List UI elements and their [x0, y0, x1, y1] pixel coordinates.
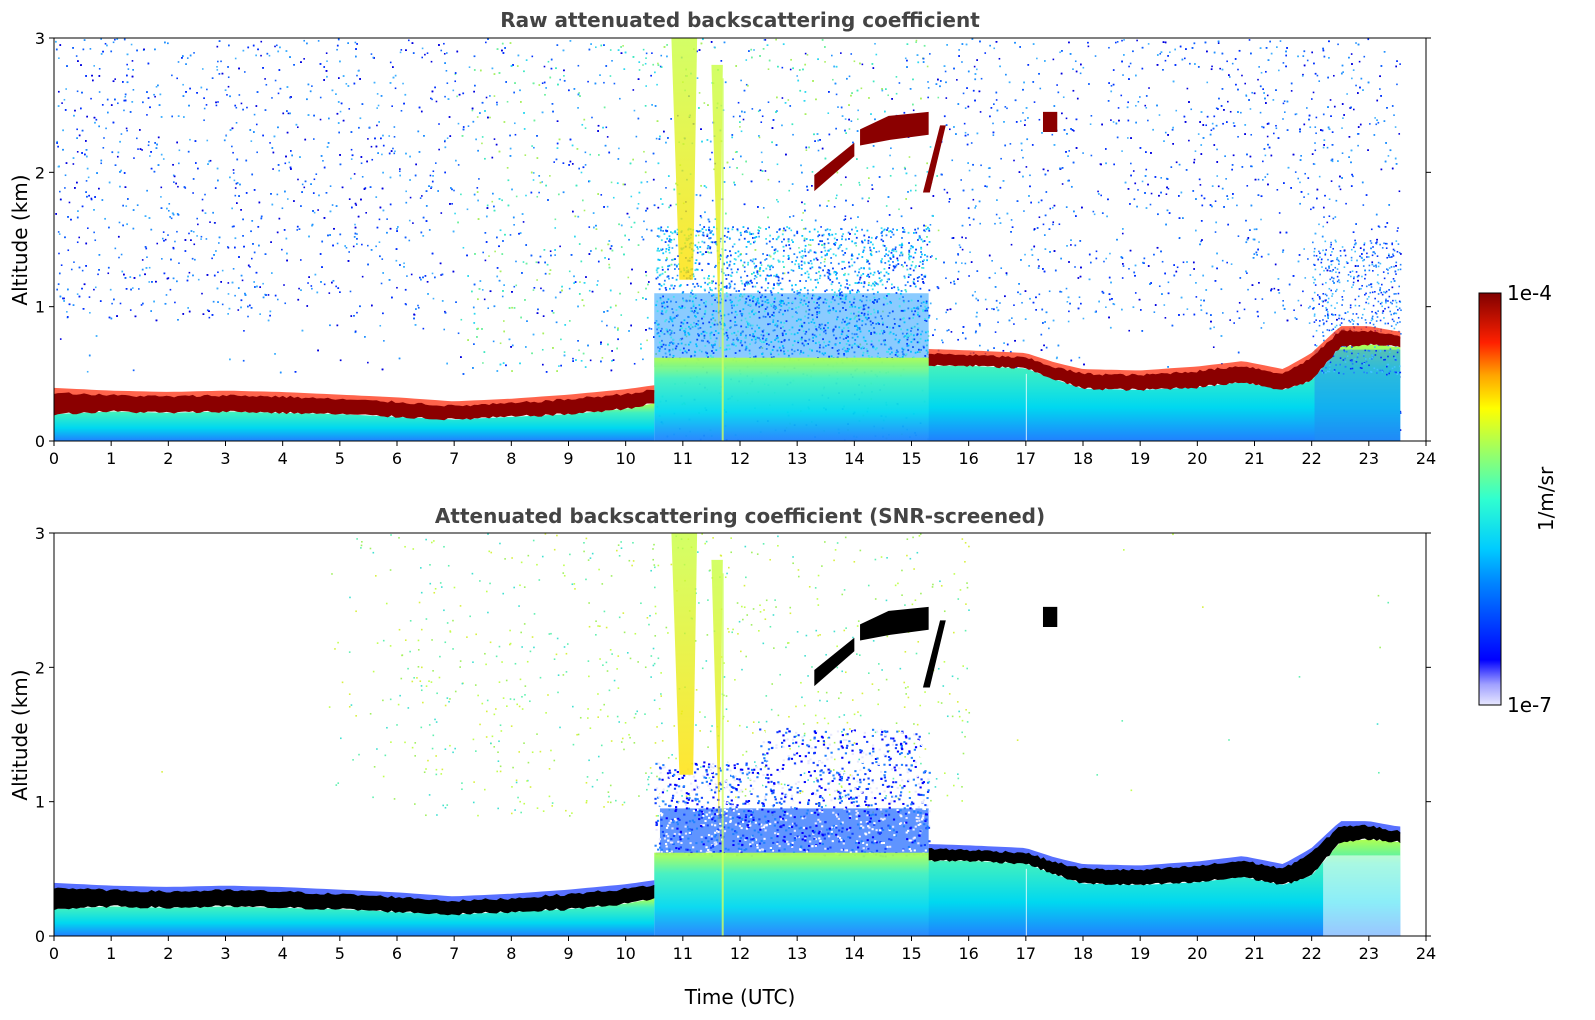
x-tick-label: 6 [392, 944, 402, 963]
x-tick-label: 1 [106, 944, 116, 963]
x-tick-label: 2 [163, 449, 173, 468]
x-tick-label: 11 [673, 449, 693, 468]
x-tick-label: 0 [49, 944, 59, 963]
x-tick-label: 1 [106, 449, 116, 468]
y-tick-label: 1 [35, 298, 45, 317]
x-tick-label: 12 [730, 944, 750, 963]
x-tick-label: 23 [1359, 449, 1379, 468]
x-tick-label: 6 [392, 449, 402, 468]
x-tick-label: 18 [1073, 944, 1093, 963]
y-tick-label: 3 [35, 29, 45, 48]
colorbar-gradient [1479, 293, 1501, 705]
x-tick-label: 22 [1301, 449, 1321, 468]
colorbar: 1e-4 1e-7 1/m/sr [1479, 281, 1558, 717]
x-tick-label: 13 [787, 944, 807, 963]
x-tick-label: 17 [1016, 944, 1036, 963]
y-tick-label: 2 [35, 163, 45, 182]
x-tick-label: 4 [278, 944, 288, 963]
panel1-plot-area [54, 38, 1426, 442]
y-tick-label: 3 [35, 524, 45, 543]
panel1-y-axis-label: Altitude (km) [8, 174, 32, 305]
x-tick-label: 20 [1187, 449, 1207, 468]
figure: Raw attenuated backscattering coefficien… [0, 0, 1595, 1020]
x-tick-label: 8 [506, 944, 516, 963]
y-tick-label: 0 [35, 432, 45, 451]
y-tick-label: 1 [35, 793, 45, 812]
x-tick-label: 19 [1130, 449, 1150, 468]
x-tick-label: 24 [1416, 449, 1436, 468]
x-tick-label: 15 [901, 944, 921, 963]
x-tick-label: 18 [1073, 449, 1093, 468]
x-tick-label: 19 [1130, 944, 1150, 963]
y-tick-label: 0 [35, 927, 45, 946]
x-tick-label: 2 [163, 944, 173, 963]
colorbar-max-label: 1e-4 [1507, 281, 1552, 305]
x-tick-label: 24 [1416, 944, 1436, 963]
x-tick-label: 4 [278, 449, 288, 468]
x-tick-label: 23 [1359, 944, 1379, 963]
x-tick-label: 11 [673, 944, 693, 963]
x-tick-label: 21 [1244, 449, 1264, 468]
y-tick-label: 2 [35, 658, 45, 677]
x-tick-label: 14 [844, 944, 864, 963]
x-tick-label: 10 [615, 449, 635, 468]
screened-backscatter-panel: Attenuated backscattering coefficient (S… [8, 504, 1436, 1009]
x-tick-label: 5 [335, 449, 345, 468]
x-tick-label: 7 [449, 944, 459, 963]
x-tick-label: 3 [220, 449, 230, 468]
x-tick-label: 0 [49, 449, 59, 468]
colorbar-min-label: 1e-7 [1507, 693, 1552, 717]
x-tick-label: 14 [844, 449, 864, 468]
colorbar-unit-label: 1/m/sr [1534, 466, 1558, 531]
panel2-plot-area [54, 533, 1426, 936]
x-tick-label: 21 [1244, 944, 1264, 963]
x-tick-label: 20 [1187, 944, 1207, 963]
x-tick-label: 22 [1301, 944, 1321, 963]
x-tick-label: 16 [958, 944, 978, 963]
panel2-y-axis-label: Altitude (km) [8, 669, 32, 800]
panel2-title: Attenuated backscattering coefficient (S… [435, 504, 1045, 528]
x-tick-label: 7 [449, 449, 459, 468]
raw-backscatter-panel: Raw attenuated backscattering coefficien… [8, 8, 1436, 468]
x-tick-label: 10 [615, 944, 635, 963]
x-tick-label: 12 [730, 449, 750, 468]
x-tick-label: 13 [787, 449, 807, 468]
x-tick-label: 17 [1016, 449, 1036, 468]
x-tick-label: 9 [563, 449, 573, 468]
x-tick-label: 15 [901, 449, 921, 468]
panel1-title: Raw attenuated backscattering coefficien… [500, 8, 980, 32]
x-axis-label: Time (UTC) [684, 985, 796, 1009]
x-tick-label: 5 [335, 944, 345, 963]
x-tick-label: 9 [563, 944, 573, 963]
x-tick-label: 3 [220, 944, 230, 963]
x-tick-label: 8 [506, 449, 516, 468]
x-tick-label: 16 [958, 449, 978, 468]
